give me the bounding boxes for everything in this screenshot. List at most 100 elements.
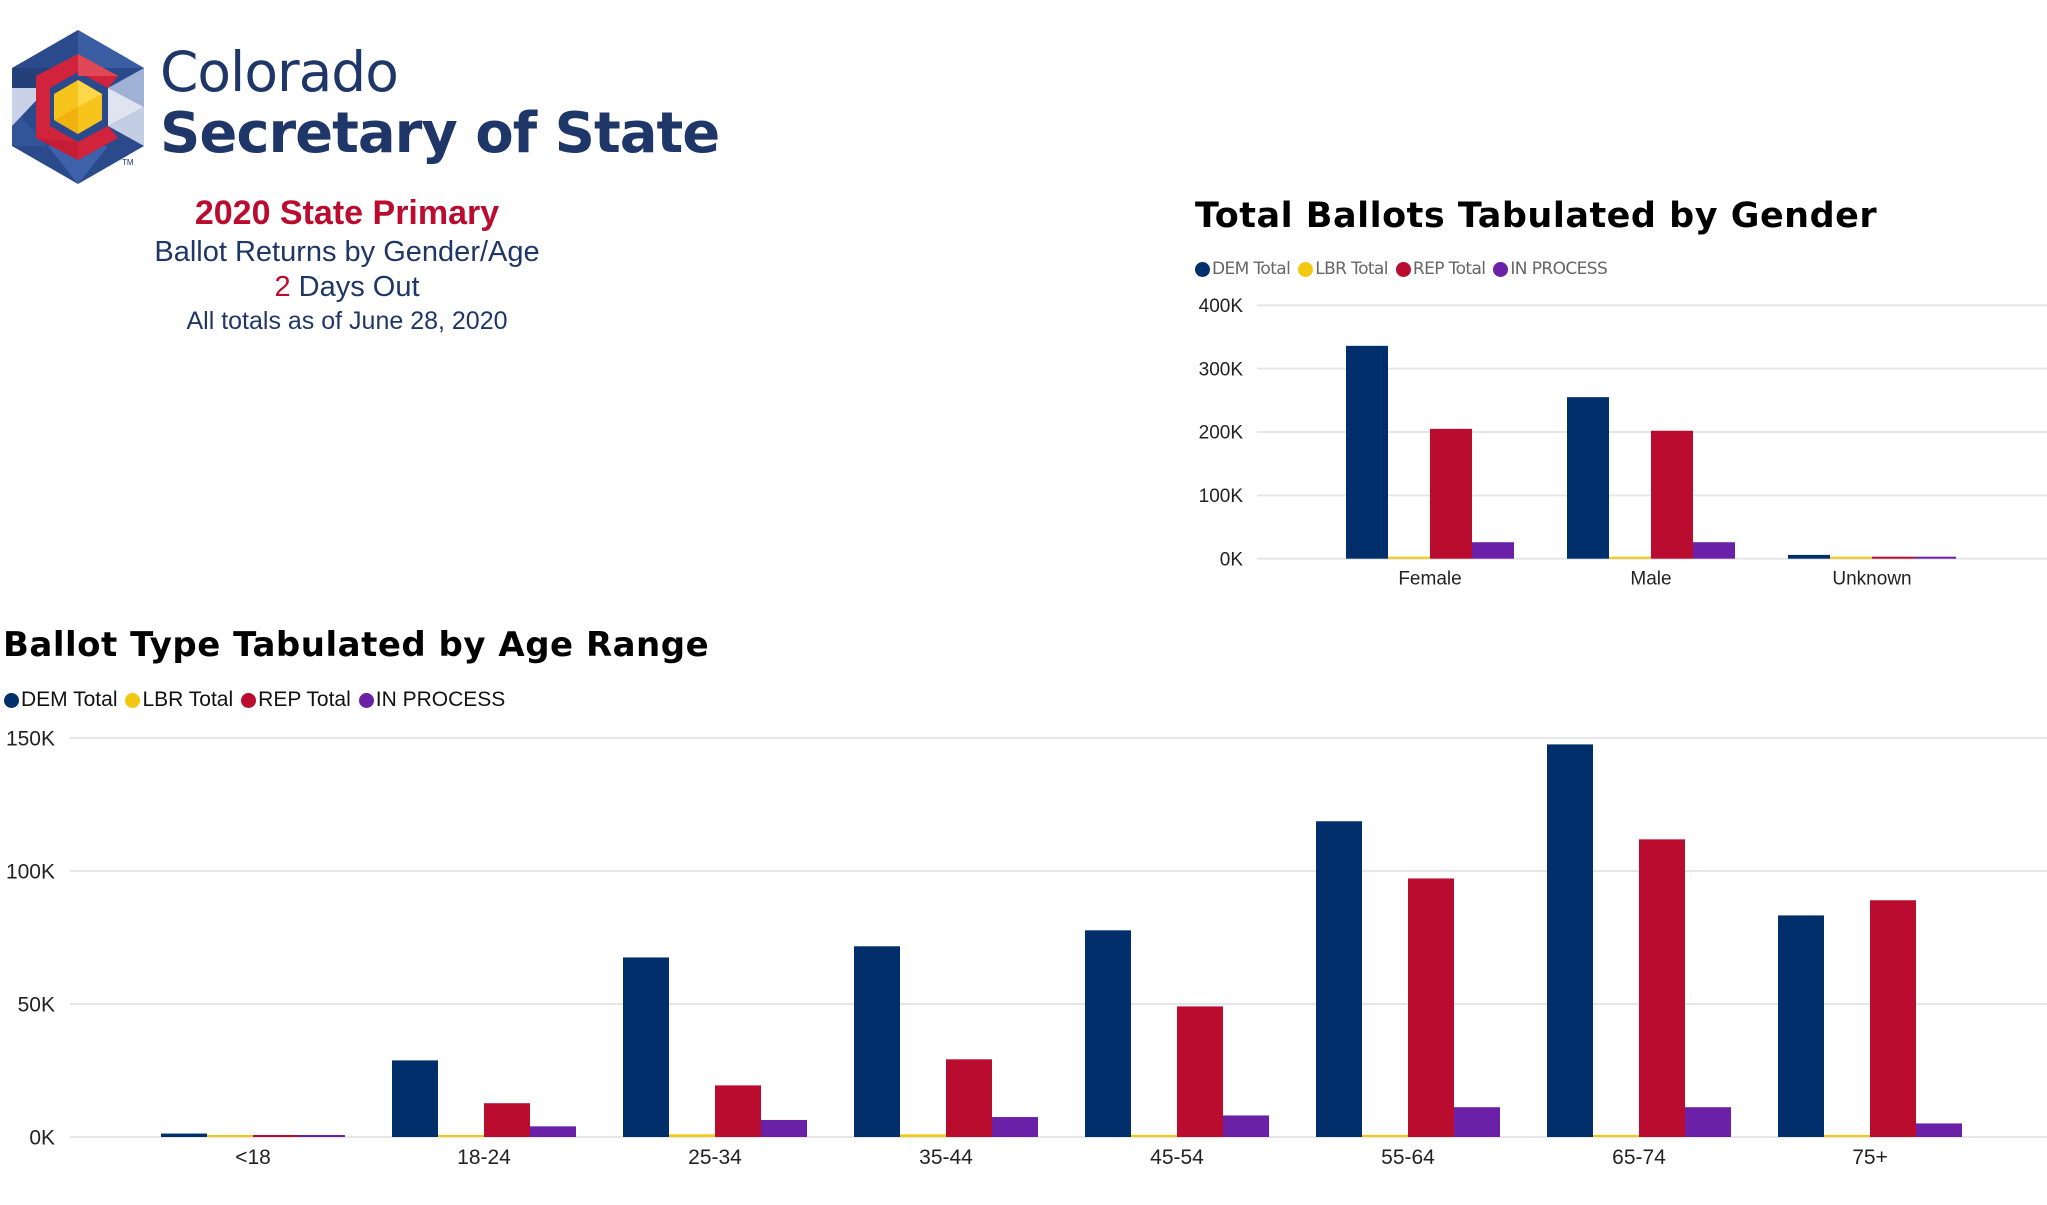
x-tick-label: Male bbox=[1630, 569, 1671, 590]
y-tick-label: 200K bbox=[1199, 423, 1244, 444]
bar-in-process-4554[interactable] bbox=[1223, 1115, 1269, 1137]
x-tick-label: 55-64 bbox=[1381, 1146, 1435, 1169]
y-tick-label: 150K bbox=[6, 727, 55, 750]
legend-dot-icon bbox=[4, 692, 19, 708]
bar-lbr-total-2534[interactable] bbox=[669, 1134, 715, 1137]
bar-dem-total-female[interactable] bbox=[1346, 345, 1388, 559]
legend-item-lbr[interactable]: LBR Total bbox=[125, 688, 233, 712]
bar-in-process-1824[interactable] bbox=[530, 1126, 576, 1137]
legend-dot-icon bbox=[1298, 261, 1314, 277]
bar-dem-total-6574[interactable] bbox=[1547, 744, 1593, 1137]
legend-label: IN PROCESS bbox=[1510, 259, 1608, 279]
bar-in-process-5564[interactable] bbox=[1454, 1107, 1500, 1137]
legend-item-in-process[interactable]: IN PROCESS bbox=[358, 688, 505, 712]
x-tick-label: 25-34 bbox=[688, 1146, 742, 1169]
gender-chart-legend: DEM Total LBR Total REP Total IN PROCESS bbox=[1195, 259, 1615, 279]
bar-lbr-total-3544[interactable] bbox=[900, 1134, 946, 1137]
bar-lbr-total-unknown[interactable] bbox=[1830, 556, 1872, 559]
age-chart-title: Ballot Type Tabulated by Age Range bbox=[3, 625, 710, 665]
bar-in-process-75[interactable] bbox=[1916, 1123, 1962, 1137]
legend-dot-icon bbox=[358, 692, 374, 708]
legend-label: LBR Total bbox=[1315, 259, 1388, 279]
legend-item-rep[interactable]: REP Total bbox=[241, 688, 351, 712]
bar-dem-total-5564[interactable] bbox=[1316, 821, 1362, 1137]
legend-item-rep[interactable]: REP Total bbox=[1395, 259, 1486, 279]
age-chart-legend: DEM Total LBR Total REP Total IN PROCESS bbox=[4, 688, 513, 712]
bar-rep-total-75[interactable] bbox=[1870, 900, 1916, 1137]
colorado-sos-logo-icon bbox=[12, 30, 144, 184]
bar-lbr-total-18[interactable] bbox=[207, 1135, 253, 1137]
bar-dem-total-18[interactable] bbox=[161, 1133, 207, 1137]
bar-lbr-total-female[interactable] bbox=[1388, 556, 1430, 559]
bar-rep-total-female[interactable] bbox=[1430, 428, 1472, 559]
legend-dot-icon bbox=[241, 692, 257, 708]
bar-dem-total-4554[interactable] bbox=[1085, 930, 1131, 1137]
bar-in-process-female[interactable] bbox=[1472, 542, 1514, 559]
bar-rep-total-5564[interactable] bbox=[1408, 878, 1454, 1137]
bar-in-process-2534[interactable] bbox=[761, 1119, 807, 1137]
bar-in-process-male[interactable] bbox=[1693, 542, 1735, 559]
bar-rep-total-6574[interactable] bbox=[1639, 839, 1685, 1137]
legend-label: DEM Total bbox=[21, 688, 118, 711]
y-tick-label: 50K bbox=[18, 993, 55, 1016]
report-title: 2020 State Primary bbox=[194, 194, 500, 232]
days-out-label: Days Out bbox=[290, 271, 420, 303]
legend-item-dem[interactable]: DEM Total bbox=[4, 688, 117, 712]
days-out-number: 2 bbox=[274, 271, 291, 303]
bar-in-process-unknown[interactable] bbox=[1914, 556, 1956, 559]
x-tick-label: 45-54 bbox=[1150, 1146, 1204, 1169]
x-tick-label: <18 bbox=[235, 1146, 271, 1169]
bar-lbr-total-4554[interactable] bbox=[1131, 1134, 1177, 1137]
brand-secretary-of-state: Secretary of State bbox=[160, 101, 720, 166]
bar-dem-total-75[interactable] bbox=[1778, 915, 1824, 1137]
bar-rep-total-18[interactable] bbox=[253, 1135, 299, 1137]
bar-dem-total-male[interactable] bbox=[1567, 397, 1609, 559]
report-subtitle: Ballot Returns by Gender/Age bbox=[154, 236, 540, 268]
legend-dot-icon bbox=[1493, 261, 1509, 277]
bar-lbr-total-6574[interactable] bbox=[1593, 1134, 1639, 1137]
days-out: 2 Days Out bbox=[0, 271, 694, 304]
legend-item-lbr[interactable]: LBR Total bbox=[1298, 259, 1388, 279]
x-tick-label: 35-44 bbox=[919, 1146, 973, 1169]
legend-label: DEM Total bbox=[1212, 259, 1291, 279]
bar-in-process-3544[interactable] bbox=[992, 1117, 1038, 1137]
as-of-date: All totals as of June 28, 2020 bbox=[186, 307, 508, 335]
bar-rep-total-3544[interactable] bbox=[946, 1059, 992, 1137]
legend-label: LBR Total bbox=[142, 688, 234, 711]
legend-dot-icon bbox=[1395, 261, 1411, 277]
y-tick-label: 400K bbox=[1199, 296, 1244, 317]
legend-dot-icon bbox=[1195, 261, 1210, 277]
bar-rep-total-unknown[interactable] bbox=[1872, 556, 1914, 559]
bar-dem-total-2534[interactable] bbox=[623, 957, 669, 1137]
bar-lbr-total-5564[interactable] bbox=[1362, 1134, 1408, 1137]
bar-dem-total-1824[interactable] bbox=[392, 1060, 438, 1137]
bar-lbr-total-75[interactable] bbox=[1824, 1134, 1870, 1137]
x-tick-label: 65-74 bbox=[1612, 1146, 1666, 1169]
y-tick-label: 0K bbox=[1220, 549, 1244, 570]
x-tick-label: Unknown bbox=[1832, 569, 1911, 590]
bar-dem-total-unknown[interactable] bbox=[1788, 554, 1830, 559]
y-tick-label: 0K bbox=[29, 1126, 55, 1149]
bar-rep-total-male[interactable] bbox=[1651, 430, 1693, 559]
bar-in-process-6574[interactable] bbox=[1685, 1107, 1731, 1137]
y-tick-label: 300K bbox=[1199, 359, 1244, 380]
legend-item-dem[interactable]: DEM Total bbox=[1195, 259, 1291, 279]
legend-item-in-process[interactable]: IN PROCESS bbox=[1493, 259, 1608, 279]
gender-chart-title: Total Ballots Tabulated by Gender bbox=[1195, 196, 1878, 236]
bar-in-process-18[interactable] bbox=[299, 1135, 345, 1137]
legend-label: REP Total bbox=[258, 688, 351, 711]
bar-dem-total-3544[interactable] bbox=[854, 946, 900, 1137]
bar-lbr-total-male[interactable] bbox=[1609, 556, 1651, 559]
y-tick-label: 100K bbox=[1199, 486, 1244, 507]
bar-lbr-total-1824[interactable] bbox=[438, 1135, 484, 1137]
x-tick-label: 75+ bbox=[1852, 1146, 1888, 1169]
legend-label: REP Total bbox=[1412, 259, 1486, 279]
bar-rep-total-4554[interactable] bbox=[1177, 1006, 1223, 1137]
legend-dot-icon bbox=[125, 692, 141, 708]
bar-rep-total-1824[interactable] bbox=[484, 1103, 530, 1137]
bar-rep-total-2534[interactable] bbox=[715, 1085, 761, 1137]
trademark-mark: TM bbox=[122, 158, 134, 167]
y-tick-label: 100K bbox=[6, 860, 55, 883]
